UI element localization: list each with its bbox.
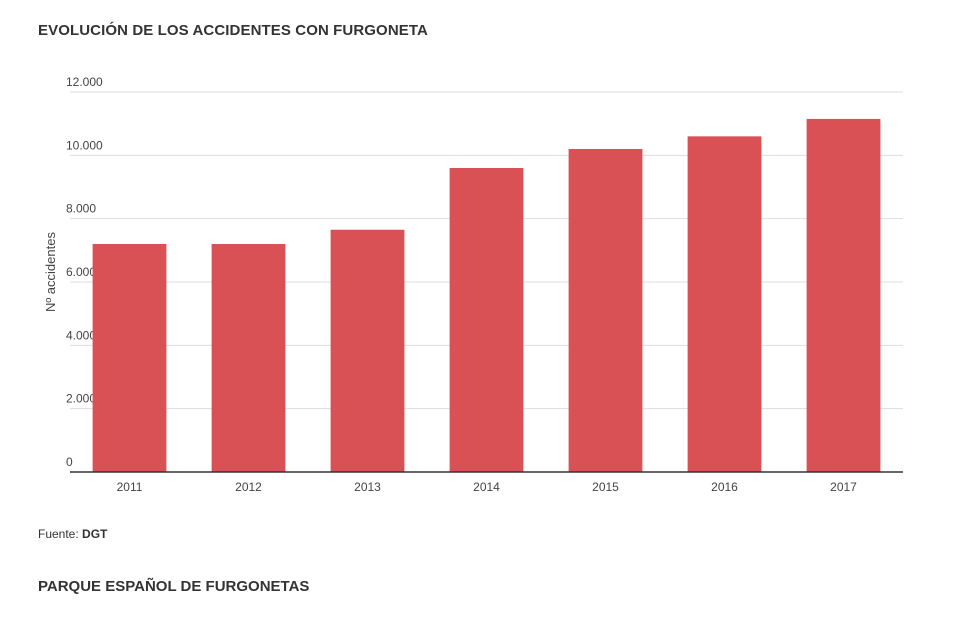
bar-2015 bbox=[568, 149, 643, 472]
y-tick-labels: 0 2.000 4.000 6.000 8.000 10.000 12.000 bbox=[66, 75, 103, 469]
x-tick-labels: 2011 2012 2013 2014 2015 2016 2017 bbox=[117, 480, 858, 494]
next-section-title: PARQUE ESPAÑOL DE FURGONETAS bbox=[38, 578, 310, 595]
y-tick-label: 6.000 bbox=[66, 265, 96, 279]
x-tick-label: 2011 bbox=[117, 480, 143, 494]
x-tick-label: 2017 bbox=[830, 480, 857, 494]
bars bbox=[92, 118, 881, 473]
bar-2012 bbox=[211, 244, 286, 472]
source-label: Fuente: bbox=[38, 527, 79, 541]
bar-2014 bbox=[449, 168, 524, 472]
bar-2011 bbox=[92, 244, 167, 472]
x-tick-label: 2016 bbox=[711, 480, 738, 494]
y-tick-label: 8.000 bbox=[66, 202, 96, 216]
bar-2017 bbox=[806, 118, 881, 473]
y-axis-title: Nº accidentes bbox=[43, 232, 58, 312]
x-tick-label: 2012 bbox=[235, 480, 262, 494]
y-tick-label: 10.000 bbox=[66, 138, 103, 152]
x-tick-label: 2013 bbox=[354, 480, 381, 494]
y-tick-label: 0 bbox=[66, 455, 73, 469]
y-tick-label: 4.000 bbox=[66, 328, 96, 342]
bar-2016 bbox=[687, 136, 762, 473]
x-tick-label: 2015 bbox=[592, 480, 619, 494]
y-tick-label: 12.000 bbox=[66, 75, 103, 89]
x-tick-label: 2014 bbox=[473, 480, 500, 494]
y-tick-label: 2.000 bbox=[66, 392, 96, 406]
chart-title: EVOLUCIÓN DE LOS ACCIDENTES CON FURGONET… bbox=[38, 22, 428, 39]
source-note: Fuente: DGT bbox=[38, 527, 107, 541]
bar-2013 bbox=[330, 229, 405, 472]
source-name: DGT bbox=[82, 527, 108, 541]
